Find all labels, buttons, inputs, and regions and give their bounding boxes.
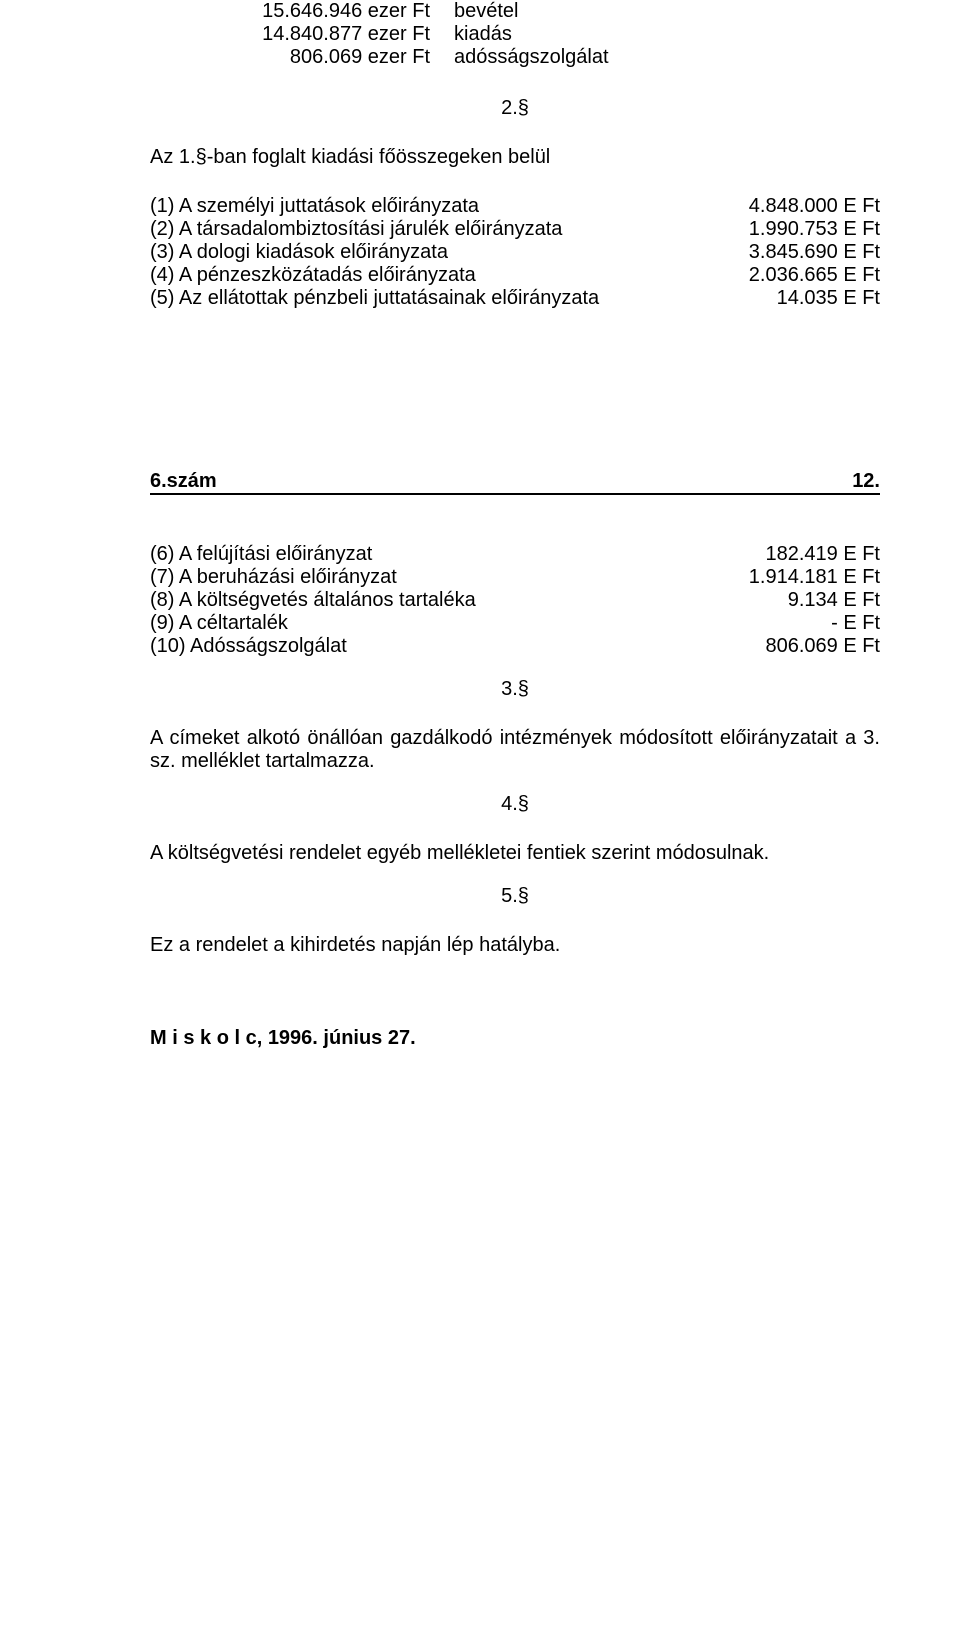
item-text: (5) Az ellátottak pénzbeli juttatásainak… [150, 287, 730, 310]
item-text: (4) A pénzeszközátadás előirányzata [150, 264, 730, 287]
summary-amount: 806.069 ezer Ft [210, 46, 454, 69]
item-value: 1.990.753 E Ft [730, 218, 880, 241]
summary-label: adósságszolgálat [454, 46, 880, 69]
list-item: (7) A beruházási előirányzat 1.914.181 E… [150, 566, 880, 589]
list-item: (3) A dologi kiadások előirányzata 3.845… [150, 241, 880, 264]
footer-date: M i s k o l c, 1996. június 27. [150, 1027, 880, 1050]
list-item: (6) A felújítási előirányzat 182.419 E F… [150, 543, 880, 566]
item-value: 9.134 E Ft [730, 589, 880, 612]
list-item: (2) A társadalombiztosítási járulék elői… [150, 218, 880, 241]
summary-label: bevétel [454, 0, 880, 23]
item-value: 806.069 E Ft [730, 635, 880, 658]
list-item: (10) Adósságszolgálat 806.069 E Ft [150, 635, 880, 658]
section-4-number: 4.§ [150, 793, 880, 816]
item-text: (9) A céltartalék [150, 612, 730, 635]
summary-row: 15.646.946 ezer Ft bevétel [210, 0, 880, 23]
summary-label: kiadás [454, 23, 880, 46]
list-item: (1) A személyi juttatások előirányzata 4… [150, 195, 880, 218]
heading-left: 6.szám [150, 470, 852, 493]
list-item: (9) A céltartalék - E Ft [150, 612, 880, 635]
item-text: (2) A társadalombiztosítási járulék elői… [150, 218, 730, 241]
list-item: (4) A pénzeszközátadás előirányzata 2.03… [150, 264, 880, 287]
section-5-number: 5.§ [150, 885, 880, 908]
heading-right: 12. [852, 470, 880, 493]
item-text: (6) A felújítási előirányzat [150, 543, 730, 566]
summary-table: 15.646.946 ezer Ft bevétel 14.840.877 ez… [210, 0, 880, 69]
section-3-text: A címeket alkotó önállóan gazdálkodó int… [150, 727, 880, 773]
document-page: 15.646.946 ezer Ft bevétel 14.840.877 ez… [0, 0, 960, 1110]
section-2-intro: Az 1.§-ban foglalt kiadási főösszegeken … [150, 146, 880, 169]
summary-row: 14.840.877 ezer Ft kiadás [210, 23, 880, 46]
item-value: 3.845.690 E Ft [730, 241, 880, 264]
list-item: (8) A költségvetés általános tartaléka 9… [150, 589, 880, 612]
item-value: 4.848.000 E Ft [730, 195, 880, 218]
item-value: 182.419 E Ft [730, 543, 880, 566]
items-6-10: (6) A felújítási előirányzat 182.419 E F… [150, 543, 880, 658]
section-5-text: Ez a rendelet a kihirdetés napján lép ha… [150, 934, 880, 957]
items-1-5: (1) A személyi juttatások előirányzata 4… [150, 195, 880, 310]
item-value: 2.036.665 E Ft [730, 264, 880, 287]
item-value: 14.035 E Ft [730, 287, 880, 310]
item-value: - E Ft [730, 612, 880, 635]
item-text: (1) A személyi juttatások előirányzata [150, 195, 730, 218]
item-text: (3) A dologi kiadások előirányzata [150, 241, 730, 264]
section-4-text: A költségvetési rendelet egyéb melléklet… [150, 842, 880, 865]
item-text: (8) A költségvetés általános tartaléka [150, 589, 730, 612]
section-2-number: 2.§ [150, 97, 880, 120]
item-text: (7) A beruházási előirányzat [150, 566, 730, 589]
section-3-number: 3.§ [150, 678, 880, 701]
item-text: (10) Adósságszolgálat [150, 635, 730, 658]
item-value: 1.914.181 E Ft [730, 566, 880, 589]
summary-row: 806.069 ezer Ft adósságszolgálat [210, 46, 880, 69]
page-heading: 6.szám 12. [150, 470, 880, 495]
list-item: (5) Az ellátottak pénzbeli juttatásainak… [150, 287, 880, 310]
summary-amount: 15.646.946 ezer Ft [210, 0, 454, 23]
summary-amount: 14.840.877 ezer Ft [210, 23, 454, 46]
